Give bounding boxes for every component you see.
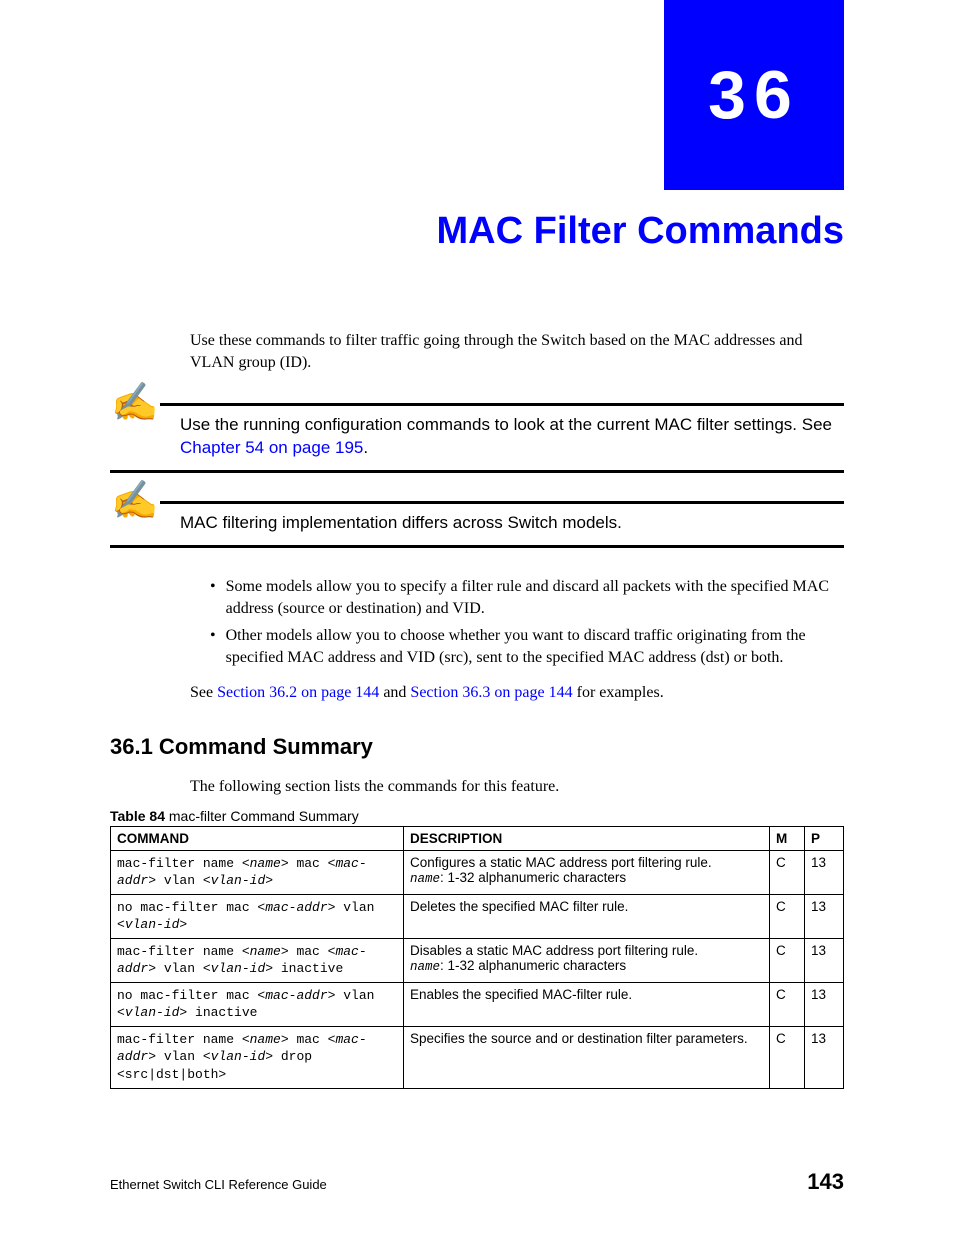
table-caption: Table 84 mac-filter Command Summary	[110, 808, 844, 824]
page: 36 MAC Filter Commands Use these command…	[0, 0, 954, 1235]
cell-p: 13	[805, 982, 844, 1026]
footer-left: Ethernet Switch CLI Reference Guide	[110, 1177, 327, 1192]
table-row: mac-filter name <name> mac <mac-addr> vl…	[111, 938, 844, 982]
note1-link[interactable]: Chapter 54 on page 195	[180, 438, 363, 457]
note-text-2: MAC filtering implementation differs acr…	[180, 512, 844, 535]
bullet-dot: •	[210, 576, 216, 619]
bullet-dot: •	[210, 625, 216, 668]
note1-after: .	[363, 438, 368, 457]
th-p: P	[805, 826, 844, 850]
note-block-2: ✍ MAC filtering implementation differs a…	[110, 501, 844, 548]
see-t2: and	[379, 684, 410, 701]
cell-description: Disables a static MAC address port filte…	[404, 938, 770, 982]
see-t1: See	[190, 684, 217, 701]
content-area: Use these commands to filter traffic goi…	[110, 330, 844, 1089]
cell-m: C	[770, 938, 805, 982]
see-refs: See Section 36.2 on page 144 and Section…	[190, 682, 844, 704]
cell-p: 13	[805, 894, 844, 938]
cell-command: no mac-filter mac <mac-addr> vlan <vlan-…	[111, 982, 404, 1026]
chapter-number: 36	[708, 56, 800, 134]
cell-description: Configures a static MAC address port fil…	[404, 850, 770, 894]
bullet-list: • Some models allow you to specify a fil…	[210, 576, 844, 668]
table-row: mac-filter name <name> mac <mac-addr> vl…	[111, 850, 844, 894]
cell-m: C	[770, 894, 805, 938]
intro-paragraph: Use these commands to filter traffic goi…	[190, 330, 844, 373]
cell-m: C	[770, 982, 805, 1026]
cell-command: mac-filter name <name> mac <mac-addr> vl…	[111, 938, 404, 982]
note-block-1: ✍ Use the running configuration commands…	[110, 403, 844, 473]
table-row: no mac-filter mac <mac-addr> vlan <vlan-…	[111, 894, 844, 938]
cell-p: 13	[805, 850, 844, 894]
page-footer: Ethernet Switch CLI Reference Guide 143	[110, 1169, 844, 1195]
chapter-title: MAC Filter Commands	[437, 210, 844, 253]
th-m: M	[770, 826, 805, 850]
table-body: mac-filter name <name> mac <mac-addr> vl…	[111, 850, 844, 1088]
cell-m: C	[770, 1026, 805, 1088]
footer-page-number: 143	[807, 1169, 844, 1195]
cell-description: Specifies the source and or destination …	[404, 1026, 770, 1088]
bullet-text: Some models allow you to specify a filte…	[226, 576, 844, 619]
th-command: COMMAND	[111, 826, 404, 850]
bullet-text: Other models allow you to choose whether…	[226, 625, 844, 668]
table-header-row: COMMAND DESCRIPTION M P	[111, 826, 844, 850]
see-link-2[interactable]: Section 36.3 on page 144	[410, 684, 572, 701]
section-paragraph: The following section lists the commands…	[190, 776, 844, 798]
note1-before: Use the running configuration commands t…	[180, 415, 832, 434]
table-caption-label: Table 84	[110, 808, 165, 824]
chapter-number-box: 36	[664, 0, 844, 190]
th-description: DESCRIPTION	[404, 826, 770, 850]
table-caption-text: mac-filter Command Summary	[165, 808, 359, 824]
cell-description: Deletes the specified MAC filter rule.	[404, 894, 770, 938]
see-t3: for examples.	[573, 684, 664, 701]
section-heading: 36.1 Command Summary	[110, 734, 844, 760]
cell-p: 13	[805, 1026, 844, 1088]
bullet-item: • Other models allow you to choose wheth…	[210, 625, 844, 668]
see-link-1[interactable]: Section 36.2 on page 144	[217, 684, 379, 701]
command-table: COMMAND DESCRIPTION M P mac-filter name …	[110, 826, 844, 1089]
table-row: no mac-filter mac <mac-addr> vlan <vlan-…	[111, 982, 844, 1026]
cell-m: C	[770, 850, 805, 894]
hand-writing-icon: ✍	[110, 482, 160, 520]
cell-command: mac-filter name <name> mac <mac-addr> vl…	[111, 850, 404, 894]
cell-command: mac-filter name <name> mac <mac-addr> vl…	[111, 1026, 404, 1088]
cell-description: Enables the specified MAC-filter rule.	[404, 982, 770, 1026]
cell-p: 13	[805, 938, 844, 982]
note-text-1: Use the running configuration commands t…	[180, 414, 844, 460]
bullet-item: • Some models allow you to specify a fil…	[210, 576, 844, 619]
cell-command: no mac-filter mac <mac-addr> vlan <vlan-…	[111, 894, 404, 938]
table-row: mac-filter name <name> mac <mac-addr> vl…	[111, 1026, 844, 1088]
hand-writing-icon: ✍	[110, 384, 160, 422]
